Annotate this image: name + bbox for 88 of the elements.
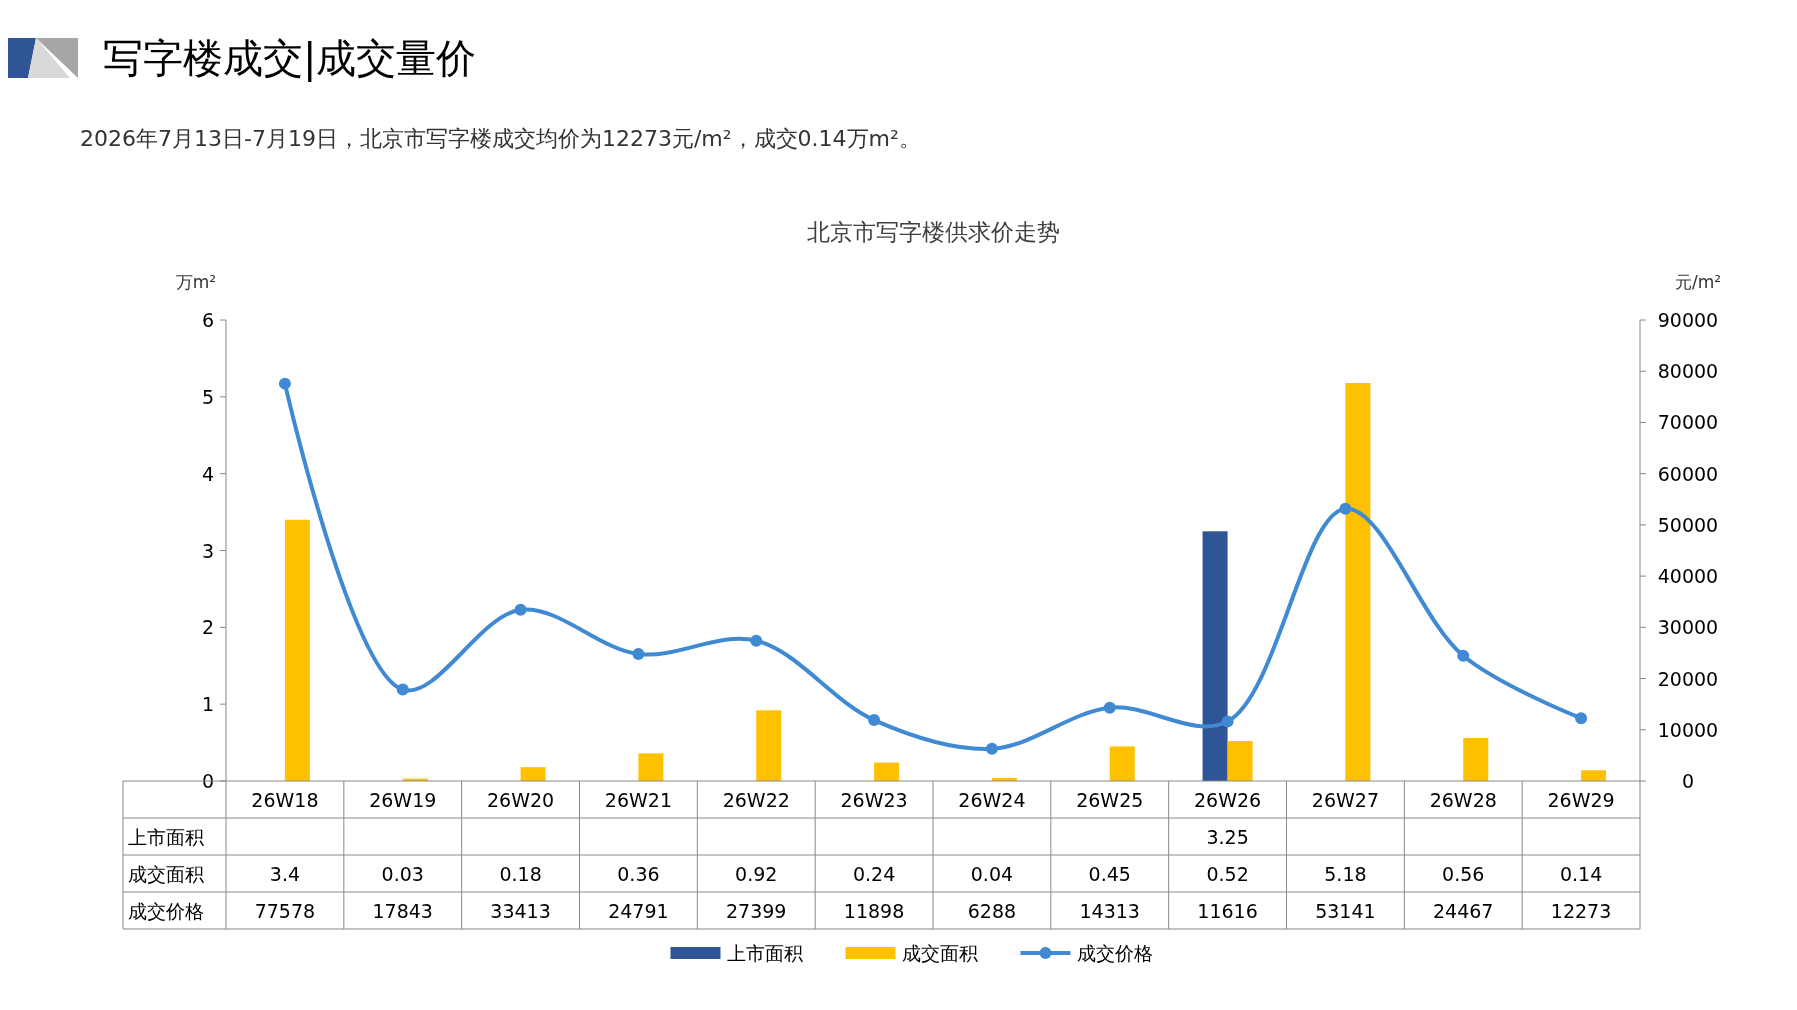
data-label: 0.24 bbox=[852, 863, 896, 885]
x-tick-label: 26W18 bbox=[251, 789, 319, 811]
bar bbox=[1227, 741, 1253, 781]
point bbox=[1575, 712, 1588, 725]
y-tick-label: 4 bbox=[201, 462, 215, 485]
x-tick-label: 26W22 bbox=[722, 789, 790, 811]
data-label: 11616 bbox=[1197, 900, 1258, 922]
bar bbox=[874, 762, 900, 781]
y-tick-label: 2 bbox=[201, 616, 215, 639]
text: 成交价格 bbox=[128, 900, 204, 922]
x-tick-label: 26W20 bbox=[487, 789, 555, 811]
x-tick-label: 26W19 bbox=[369, 789, 437, 811]
y2-tick-label: 50000 bbox=[1657, 513, 1719, 536]
point bbox=[750, 634, 763, 647]
legend-label: 成交面积 bbox=[901, 942, 978, 964]
bar bbox=[520, 767, 546, 781]
data-label: 0.18 bbox=[499, 863, 542, 885]
data-label: 3.25 bbox=[1206, 826, 1249, 848]
data-label: 53141 bbox=[1315, 900, 1376, 922]
data-label: 0.36 bbox=[617, 863, 660, 885]
bar bbox=[1463, 737, 1489, 781]
data-label: 0.92 bbox=[735, 863, 778, 885]
x-tick-label: 26W24 bbox=[958, 789, 1026, 811]
x-tick-label: 26W23 bbox=[840, 789, 908, 811]
point bbox=[1457, 649, 1470, 662]
y-tick-label: 3 bbox=[201, 539, 215, 562]
y2-tick-label: 40000 bbox=[1657, 565, 1719, 588]
data-label: 0.45 bbox=[1088, 863, 1131, 885]
data-label: 0.04 bbox=[970, 863, 1014, 885]
y2-tick-label: 10000 bbox=[1657, 718, 1719, 741]
text: 写字楼成交|成交量价 bbox=[103, 35, 477, 82]
y2-tick-label: 80000 bbox=[1657, 360, 1719, 383]
data-label: 17843 bbox=[372, 900, 433, 922]
x-tick-label: 26W21 bbox=[604, 789, 672, 811]
point bbox=[1339, 502, 1352, 515]
x-tick-label: 26W27 bbox=[1311, 789, 1379, 811]
data-label: 12273 bbox=[1550, 900, 1612, 922]
bar bbox=[1581, 770, 1607, 781]
data-label: 3.4 bbox=[269, 863, 301, 885]
y-tick-label: 0 bbox=[201, 770, 215, 792]
data-label: 0.03 bbox=[381, 863, 424, 885]
data-label: 33413 bbox=[490, 900, 551, 922]
text: 成交面积 bbox=[128, 863, 204, 885]
data-label: 77578 bbox=[254, 900, 316, 922]
data-label: 0.14 bbox=[1559, 863, 1603, 885]
legend-label: 上市面积 bbox=[726, 942, 803, 964]
bar bbox=[1202, 531, 1228, 781]
bar bbox=[1109, 746, 1135, 781]
bar bbox=[756, 710, 782, 781]
y2-tick-label: 90000 bbox=[1657, 309, 1719, 331]
data-label: 24791 bbox=[608, 900, 669, 922]
data-label: 24467 bbox=[1433, 900, 1494, 922]
y2-tick-label: 20000 bbox=[1657, 667, 1719, 690]
y2-tick-label: 30000 bbox=[1657, 616, 1719, 639]
data-label: 14313 bbox=[1079, 900, 1140, 922]
x-tick-label: 26W29 bbox=[1547, 789, 1615, 811]
point bbox=[985, 742, 998, 755]
x-tick-label: 26W25 bbox=[1076, 789, 1144, 811]
bar bbox=[638, 753, 664, 781]
data-label: 27399 bbox=[726, 900, 787, 922]
y-tick-label: 1 bbox=[201, 693, 215, 716]
chart-subtitle: 2026年7月13日-7月19日，北京市写字楼成交均价为12273元/m²，成交0.14万m²。 bbox=[80, 126, 921, 151]
y2-axis-title: 元/m² bbox=[1674, 272, 1722, 292]
point bbox=[868, 714, 881, 727]
data-label: 6288 bbox=[967, 900, 1017, 922]
point bbox=[278, 377, 291, 390]
y-axis-title: 万m² bbox=[175, 272, 217, 292]
data-label: 11898 bbox=[843, 900, 905, 922]
y2-tick-label: 70000 bbox=[1657, 411, 1719, 434]
y-tick-label: 5 bbox=[201, 385, 215, 408]
y2-tick-label: 0 bbox=[1681, 770, 1695, 792]
data-label: 0.52 bbox=[1206, 863, 1249, 885]
y-tick-label: 6 bbox=[201, 309, 215, 331]
bar bbox=[1345, 383, 1371, 781]
bar bbox=[284, 519, 310, 781]
legend-label: 成交价格 bbox=[1076, 942, 1153, 964]
y2-tick-label: 60000 bbox=[1657, 462, 1719, 485]
data-label: 5.18 bbox=[1324, 863, 1367, 885]
x-tick-label: 26W28 bbox=[1429, 789, 1497, 811]
point bbox=[1103, 701, 1116, 714]
point bbox=[396, 683, 409, 696]
chart-title: 北京市写字楼供求价走势 bbox=[806, 219, 1060, 245]
x-tick-label: 26W26 bbox=[1194, 789, 1262, 811]
point bbox=[1221, 715, 1234, 728]
text: 上市面积 bbox=[128, 826, 204, 848]
data-label: 0.56 bbox=[1442, 863, 1485, 885]
point bbox=[632, 648, 645, 661]
point bbox=[514, 603, 527, 616]
